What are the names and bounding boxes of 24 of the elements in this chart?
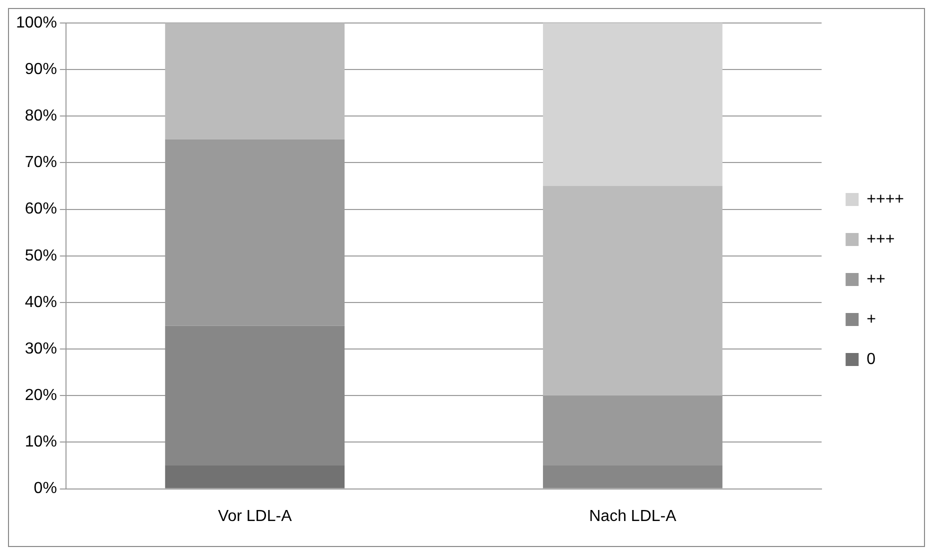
y-tick-label: 0%: [34, 480, 57, 498]
bar: [542, 466, 722, 488]
y-tick-label: 90%: [24, 60, 57, 78]
bar: [542, 186, 722, 396]
y-tick-label: 80%: [24, 108, 57, 125]
y-tick-label: 40%: [24, 294, 57, 311]
y-tick-label: 100%: [16, 14, 57, 32]
y-tick-label: 20%: [24, 387, 57, 404]
legend-label: ++++: [866, 190, 904, 208]
y-tick-label: 60%: [24, 200, 57, 218]
y-tick-label: 10%: [24, 434, 57, 451]
legend-label: +: [866, 310, 876, 328]
legend-label: 0: [866, 350, 876, 368]
y-tick-label: 50%: [24, 247, 57, 264]
x-tick-label: Nach LDL-A: [589, 508, 677, 525]
legend-label: +++: [866, 230, 895, 248]
bar: [542, 23, 722, 186]
x-tick-label: Vor LDL-A: [218, 508, 292, 525]
bar: [165, 466, 345, 488]
bar: [165, 23, 345, 140]
y-tick-label: 70%: [24, 154, 57, 172]
bar: [165, 326, 345, 466]
legend-label: ++: [866, 270, 886, 288]
y-tick-label: 30%: [24, 340, 57, 358]
